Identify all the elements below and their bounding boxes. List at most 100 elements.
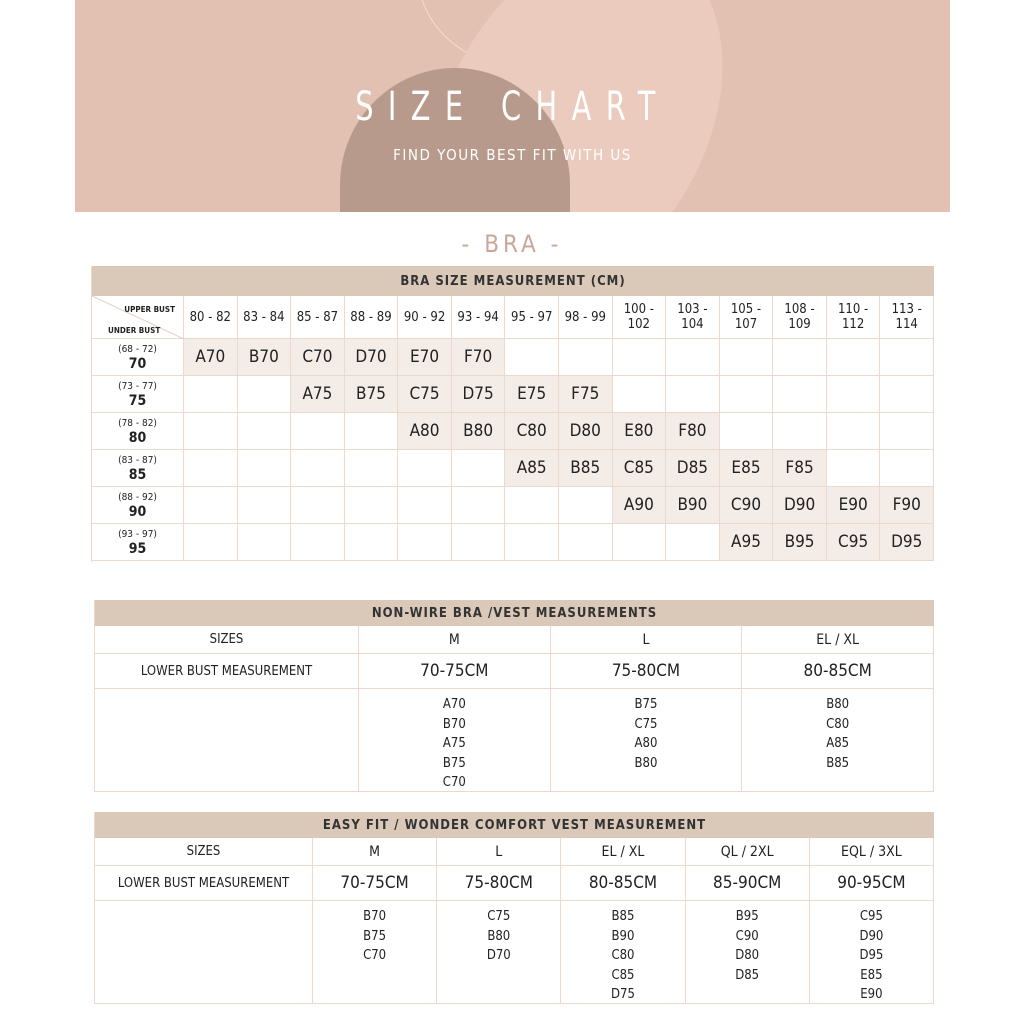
size-cell: E80: [612, 413, 667, 450]
size-cell: [184, 450, 238, 487]
column-header: 103 - 104: [666, 296, 720, 339]
size-cell: [344, 413, 399, 450]
size-cell: B80: [451, 413, 506, 450]
fit-size: C95: [859, 909, 883, 924]
corner-cell: UPPER BUST UNDER BUST: [92, 296, 184, 339]
size-cell: [880, 339, 934, 376]
size-cell: [184, 413, 238, 450]
under-bust-label: UNDER BUST: [108, 326, 161, 335]
size-cell: D80: [559, 413, 613, 450]
fit-size: A70: [442, 697, 466, 712]
fit-size: B80: [634, 755, 658, 771]
under-bust-size: 90: [128, 504, 147, 520]
size-header: EL / XL: [742, 626, 934, 654]
fit-list: B80 C80 A85 B85: [742, 689, 934, 792]
measurement-value: 90-95CM: [809, 866, 934, 901]
size-cell: D75: [451, 376, 506, 413]
size-cell: [291, 450, 345, 487]
size-cell: D85: [666, 450, 720, 487]
fit-size: B90: [611, 928, 635, 944]
size-cell: C70: [291, 339, 345, 376]
fit-list: C75 B80 D70: [437, 901, 562, 1004]
row-header: (83 - 87) 85: [92, 450, 184, 487]
size-cell: [612, 524, 667, 561]
size-cell: [612, 339, 667, 376]
size-cell: D90: [773, 487, 827, 524]
size-cell: [237, 487, 292, 524]
measurement-value: 75-80CM: [550, 654, 743, 689]
fit-size: E85: [860, 967, 883, 983]
size-cell: E75: [505, 376, 559, 413]
size-cell: E90: [826, 487, 881, 524]
size-header: L: [437, 838, 562, 866]
size-cell: [666, 376, 720, 413]
size-cell: F75: [559, 376, 613, 413]
upper-bust-label: UPPER BUST: [124, 305, 175, 314]
size-cell: [291, 413, 345, 450]
measurement-value: 80-85CM: [561, 866, 686, 901]
under-bust-size: 95: [128, 541, 147, 557]
size-cell: E85: [719, 450, 774, 487]
size-header: M: [359, 626, 551, 654]
measurement-value: 85-90CM: [685, 866, 810, 901]
size-cell: [237, 413, 292, 450]
size-cell: [344, 487, 399, 524]
size-cell: [505, 487, 559, 524]
fit-size: C75: [487, 909, 511, 924]
fit-size: D75: [611, 987, 635, 1002]
fit-size: B85: [611, 909, 635, 924]
size-cell: F85: [773, 450, 827, 487]
row-header: (73 - 77) 75: [92, 376, 184, 413]
under-bust-range: (83 - 87): [118, 455, 157, 466]
easy-fit-table: EASY FIT / WONDER COMFORT VEST MEASUREME…: [94, 812, 934, 1004]
size-cell: [505, 524, 559, 561]
size-cell: D70: [344, 339, 399, 376]
fit-size: C85: [611, 967, 635, 983]
diagonal-divider: [92, 296, 184, 339]
non-wire-table: NON-WIRE BRA /VEST MEASUREMENTS SIZES LOWE…: [94, 600, 934, 792]
bra-size-table: BRA SIZE MEASUREMENT (CM) UPPER BUST UNDER…: [91, 266, 934, 562]
fit-size: A85: [826, 736, 850, 751]
size-cell: F90: [880, 487, 934, 524]
fit-list: B75 C75 A80 B80: [550, 689, 743, 792]
size-cell: [291, 487, 345, 524]
fit-size: D95: [859, 948, 884, 963]
fit-size: C75: [634, 716, 658, 732]
size-cell: [826, 339, 881, 376]
size-cell: B85: [559, 450, 613, 487]
measurement-value: 75-80CM: [437, 866, 562, 901]
size-cell: C95: [826, 524, 881, 561]
fit-size: D85: [735, 967, 760, 983]
under-bust-range: (78 - 82): [118, 418, 157, 429]
fit-size: A75: [442, 736, 466, 751]
row-header: (88 - 92) 90: [92, 487, 184, 524]
size-cell: [398, 487, 452, 524]
row-header: (93 - 97) 95: [92, 524, 184, 561]
under-bust-size: 75: [128, 393, 147, 409]
size-cell: A95: [719, 524, 774, 561]
fit-list: B70 B75 C70: [313, 901, 438, 1004]
fit-size: B95: [735, 909, 759, 924]
size-cell: [237, 450, 292, 487]
measurement-value: 80-85CM: [742, 654, 934, 689]
size-cell: [826, 450, 881, 487]
size-cell: [184, 524, 238, 561]
size-cell: [773, 339, 827, 376]
under-bust-size: 70: [128, 356, 147, 372]
size-cell: A75: [291, 376, 345, 413]
size-cell: [451, 524, 506, 561]
size-cell: [451, 487, 506, 524]
under-bust-range: (73 - 77): [118, 381, 157, 392]
size-cell: [559, 524, 613, 561]
size-header: QL / 2XL: [685, 838, 810, 866]
table-title: EASY FIT / WONDER COMFORT VEST MEASUREME…: [95, 812, 934, 838]
size-cell: [719, 413, 774, 450]
measure-label: LOWER BUST MEASUREMENT: [95, 866, 313, 901]
page-title: SIZE CHART: [355, 84, 670, 130]
size-cell: [237, 376, 292, 413]
fit-size: B85: [826, 755, 850, 771]
fit-size: A80: [634, 736, 658, 751]
size-cell: C90: [719, 487, 774, 524]
size-cell: [237, 524, 292, 561]
fit-size: C80: [826, 716, 850, 732]
